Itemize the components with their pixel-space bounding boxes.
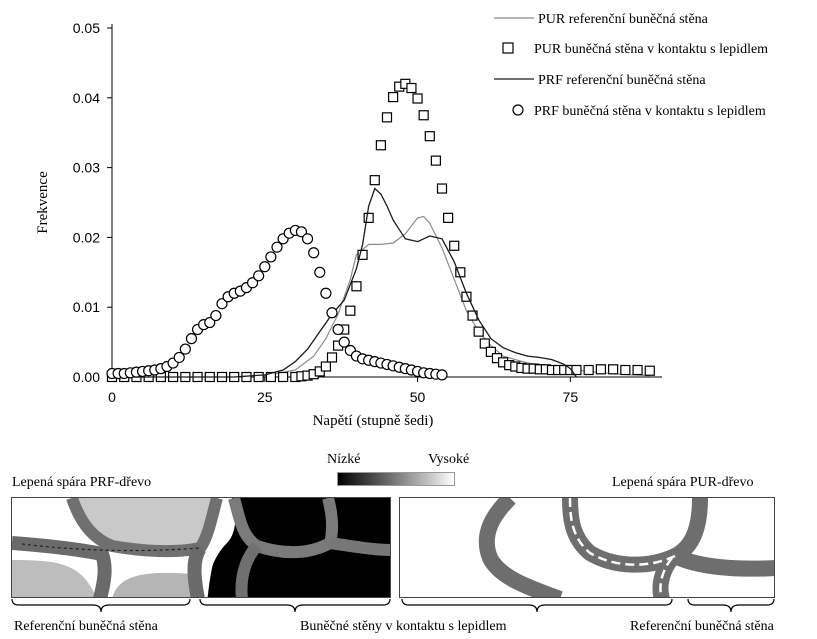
circle-marker xyxy=(216,298,228,310)
prf-bondline-micrograph xyxy=(11,497,391,598)
square-marker xyxy=(388,92,399,103)
right-contact-brace xyxy=(401,598,673,613)
y-tick-label: 0.05 xyxy=(73,20,100,36)
square-marker xyxy=(479,338,490,349)
left-reference-brace xyxy=(11,598,191,613)
y-tick-label: 0.03 xyxy=(73,160,100,176)
square-marker xyxy=(412,93,423,104)
y-tick-label: 0.01 xyxy=(73,299,100,315)
legend-square-swatch xyxy=(502,42,514,54)
caption-right-reference: Referenční buněčná stěna xyxy=(630,619,774,634)
square-marker xyxy=(326,352,338,363)
square-marker xyxy=(375,140,386,151)
y-tick-label: 0.04 xyxy=(73,90,100,106)
circle-marker xyxy=(179,343,191,355)
series-1 xyxy=(112,215,650,378)
square-marker xyxy=(345,305,356,316)
circle-marker xyxy=(271,241,283,253)
legend-label: PUR buněčná stěna v kontaktu s lepidlem xyxy=(534,42,768,57)
y-tick-label: 0.00 xyxy=(73,369,100,385)
circle-marker xyxy=(436,369,448,381)
colorbar-high-label: Vysoké xyxy=(428,452,470,467)
square-marker xyxy=(424,131,435,142)
caption-contact: Buněčné stěny v kontaktu s lepidlem xyxy=(300,619,507,634)
square-marker xyxy=(253,371,264,383)
square-marker xyxy=(583,364,594,376)
circle-marker xyxy=(185,333,198,345)
square-marker xyxy=(278,371,289,383)
circle-marker xyxy=(308,247,320,259)
square-marker xyxy=(351,281,362,292)
series-3 xyxy=(112,187,577,378)
circle-marker xyxy=(338,336,350,348)
series-4 xyxy=(106,224,448,381)
right-panel-title: Lepená spára PUR-dřevo xyxy=(612,475,754,490)
circle-marker xyxy=(265,251,277,263)
legend-item-1: PUR referenční buněčná stěna xyxy=(494,12,709,27)
square-marker xyxy=(430,155,441,166)
legend-item-4: PRF buněčná stěna v kontaktu s lepidlem xyxy=(512,104,766,119)
circle-marker xyxy=(253,270,265,282)
square-marker xyxy=(369,175,380,186)
square-marker xyxy=(632,364,643,376)
series-line xyxy=(112,215,650,378)
circle-marker xyxy=(246,277,259,289)
left-contact-brace xyxy=(199,598,391,613)
legend-label: PRF referenční buněčná stěna xyxy=(538,73,706,88)
circle-marker xyxy=(326,307,338,319)
legend-label: PUR referenční buněčná stěna xyxy=(538,12,709,27)
legend-item-2: PUR buněčná stěna v kontaktu s lepidlem xyxy=(502,42,768,57)
right-reference-brace xyxy=(687,598,775,613)
square-marker xyxy=(265,371,276,383)
circle-marker xyxy=(259,261,271,273)
circle-marker xyxy=(301,233,314,245)
series-layer xyxy=(106,78,655,383)
circle-marker xyxy=(332,323,344,336)
square-marker xyxy=(357,249,368,260)
legend-label: PRF buněčná stěna v kontaktu s lepidlem xyxy=(534,104,766,119)
circle-marker xyxy=(204,316,216,329)
circle-marker xyxy=(210,309,222,322)
square-marker xyxy=(443,212,454,223)
histogram-chart: 0.00 0.01 0.02 0.03 0.04 0.05 0 25 50 75 Napětí (s… xyxy=(35,12,768,429)
x-tick-label: 50 xyxy=(410,389,426,405)
grayscale-colorbar xyxy=(337,472,455,486)
square-marker xyxy=(320,361,331,372)
square-marker xyxy=(485,346,496,357)
legend-item-3: PRF referenční buněčná stěna xyxy=(494,73,706,88)
y-tick-label: 0.02 xyxy=(73,229,100,245)
square-marker xyxy=(620,364,631,376)
colorbar-low-label: Nízké xyxy=(327,452,361,467)
square-marker xyxy=(436,183,448,194)
legend-circle-swatch xyxy=(512,104,524,116)
square-marker xyxy=(381,112,393,123)
square-marker xyxy=(644,365,655,376)
circle-marker xyxy=(295,226,308,238)
square-marker xyxy=(473,326,484,337)
x-axis-label: Napětí (stupně šedi) xyxy=(313,413,434,429)
square-marker xyxy=(449,240,460,251)
square-marker xyxy=(406,82,417,94)
square-marker xyxy=(363,212,374,223)
x-tick-label: 25 xyxy=(257,389,273,405)
legend: PUR referenční buněčná stěna PUR buněčná … xyxy=(494,12,768,119)
square-marker xyxy=(418,110,429,121)
circle-marker xyxy=(173,351,185,364)
x-tick-label: 0 xyxy=(108,389,116,405)
circle-marker xyxy=(320,287,332,299)
circle-marker xyxy=(314,266,326,278)
pur-bondline-micrograph xyxy=(399,497,775,598)
axes-layer: 0.00 0.01 0.02 0.03 0.04 0.05 0 25 50 75 Napětí (s… xyxy=(35,20,662,429)
series-line xyxy=(112,187,577,378)
x-tick-label: 75 xyxy=(563,389,579,405)
caption-left-reference: Referenční buněčná stěna xyxy=(14,619,158,634)
square-marker xyxy=(608,364,619,375)
square-marker xyxy=(595,364,606,375)
left-panel-title: Lepená spára PRF-dřevo xyxy=(12,475,152,490)
y-axis-label: Frekvence xyxy=(35,171,51,234)
